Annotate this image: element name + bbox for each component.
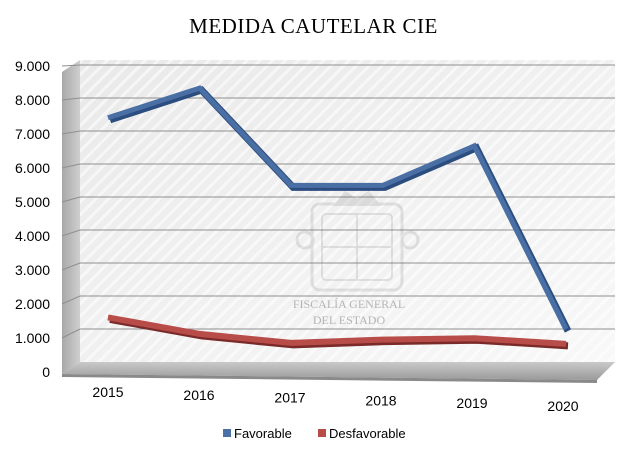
chart-side-wall <box>62 60 80 374</box>
legend-item-desfavorable: Desfavorable <box>318 426 406 441</box>
watermark-seal <box>295 190 420 292</box>
watermark-line-1: FISCALÍA GENERAL <box>293 297 405 311</box>
gridline-side <box>61 262 81 271</box>
x-tick-label: 2017 <box>274 390 305 406</box>
gridline-side <box>61 130 81 135</box>
gridline-side <box>61 97 81 101</box>
legend-label: Favorable <box>234 426 292 441</box>
y-tick-label: 4.000 <box>15 228 50 244</box>
x-tick-label: 2018 <box>365 392 396 408</box>
gridline-side <box>61 64 81 67</box>
legend-swatch <box>318 429 326 437</box>
y-tick-label: 1.000 <box>15 330 50 346</box>
y-tick-label: 7.000 <box>15 126 50 142</box>
y-tick-label: 5.000 <box>15 194 50 210</box>
chart-back-wall-texture <box>80 60 615 362</box>
x-tick-label: 2016 <box>183 387 214 403</box>
x-tick-label: 2020 <box>547 398 578 414</box>
gridline-side <box>61 295 81 305</box>
y-tick-label: 2.000 <box>15 296 50 312</box>
x-tick-label: 2015 <box>92 384 123 400</box>
chart-title: MEDIDA CAUTELAR CIE <box>189 14 438 38</box>
y-tick-label: 9.000 <box>15 58 50 74</box>
chart-floor <box>62 362 615 380</box>
series-line-desfavorable <box>107 314 567 347</box>
legend-swatch <box>223 429 231 437</box>
gridline-side <box>61 328 81 339</box>
legend-item-favorable: Favorable <box>223 426 292 441</box>
gridline-side <box>61 196 81 203</box>
legend-label: Desfavorable <box>329 426 406 441</box>
y-tick-label: 0 <box>42 364 50 380</box>
chart-floor-edge <box>62 374 597 383</box>
y-tick-label: 8.000 <box>15 92 50 108</box>
series-line-favorable <box>107 85 569 331</box>
gridline-side <box>61 163 81 169</box>
watermark-line-2: DEL ESTADO <box>313 313 386 327</box>
gridline-side <box>61 229 81 237</box>
y-tick-label: 6.000 <box>15 160 50 176</box>
y-tick-label: 3.000 <box>15 262 50 278</box>
x-tick-label: 2019 <box>456 395 487 411</box>
